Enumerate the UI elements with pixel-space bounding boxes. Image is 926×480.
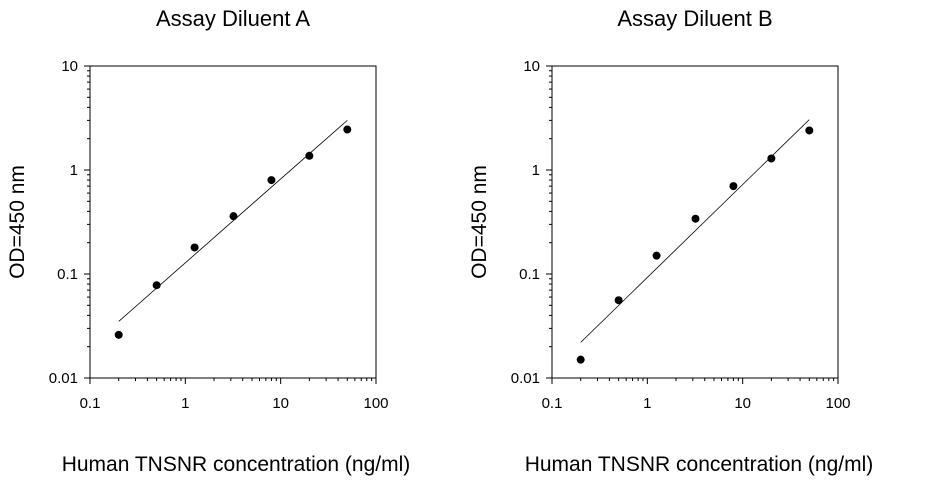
data-point bbox=[691, 214, 700, 223]
data-point bbox=[576, 355, 585, 364]
y-axis-label: OD=450 nm bbox=[468, 165, 491, 279]
chart-title: Assay Diluent A bbox=[156, 6, 310, 31]
x-tick-label: 1 bbox=[181, 395, 189, 412]
data-point bbox=[729, 182, 738, 191]
x-tick-label: 0.1 bbox=[80, 395, 101, 412]
y-tick-label: 1 bbox=[70, 162, 78, 179]
data-point bbox=[652, 251, 661, 260]
x-tick-label: 0.1 bbox=[542, 395, 563, 412]
data-point bbox=[614, 296, 623, 305]
plot-frame bbox=[551, 65, 839, 379]
x-tick-label: 1 bbox=[643, 395, 651, 412]
chart-title: Assay Diluent B bbox=[617, 6, 772, 31]
y-tick-label: 10 bbox=[523, 58, 540, 75]
plot-frame bbox=[89, 65, 377, 379]
y-tick-label: 0.01 bbox=[49, 370, 78, 387]
chart-panel-a: Assay Diluent A0.1 1 10 1000.010.1110Human … bbox=[6, 6, 410, 476]
data-point bbox=[114, 330, 123, 339]
x-tick-label: 10 bbox=[272, 395, 289, 412]
data-point bbox=[767, 154, 776, 163]
data-point bbox=[229, 212, 238, 221]
fit-line bbox=[118, 120, 348, 322]
y-tick-label: 0.01 bbox=[511, 370, 540, 387]
y-axis-label: OD=450 nm bbox=[6, 165, 29, 279]
y-tick-label: 0.1 bbox=[519, 266, 540, 283]
x-axis-label: Human TNSNR concentration (ng/ml) bbox=[62, 453, 411, 476]
x-tick-label: 10 bbox=[734, 395, 751, 412]
data-point bbox=[343, 125, 352, 134]
x-axis-label: Human TNSNR concentration (ng/ml) bbox=[525, 453, 874, 476]
data-point bbox=[190, 243, 199, 252]
y-tick-label: 0.1 bbox=[57, 266, 78, 283]
data-point bbox=[267, 176, 276, 185]
data-point bbox=[305, 151, 314, 160]
y-tick-label: 10 bbox=[61, 58, 78, 75]
chart-panel-b: Assay Diluent B0.1 1 10 1000.010.1110Human … bbox=[468, 6, 873, 476]
y-tick-label: 1 bbox=[532, 162, 540, 179]
fit-line bbox=[580, 119, 810, 343]
data-point bbox=[805, 126, 814, 135]
data-point bbox=[152, 281, 161, 290]
x-tick-label: 100 bbox=[825, 395, 850, 412]
x-tick-label: 100 bbox=[363, 395, 388, 412]
